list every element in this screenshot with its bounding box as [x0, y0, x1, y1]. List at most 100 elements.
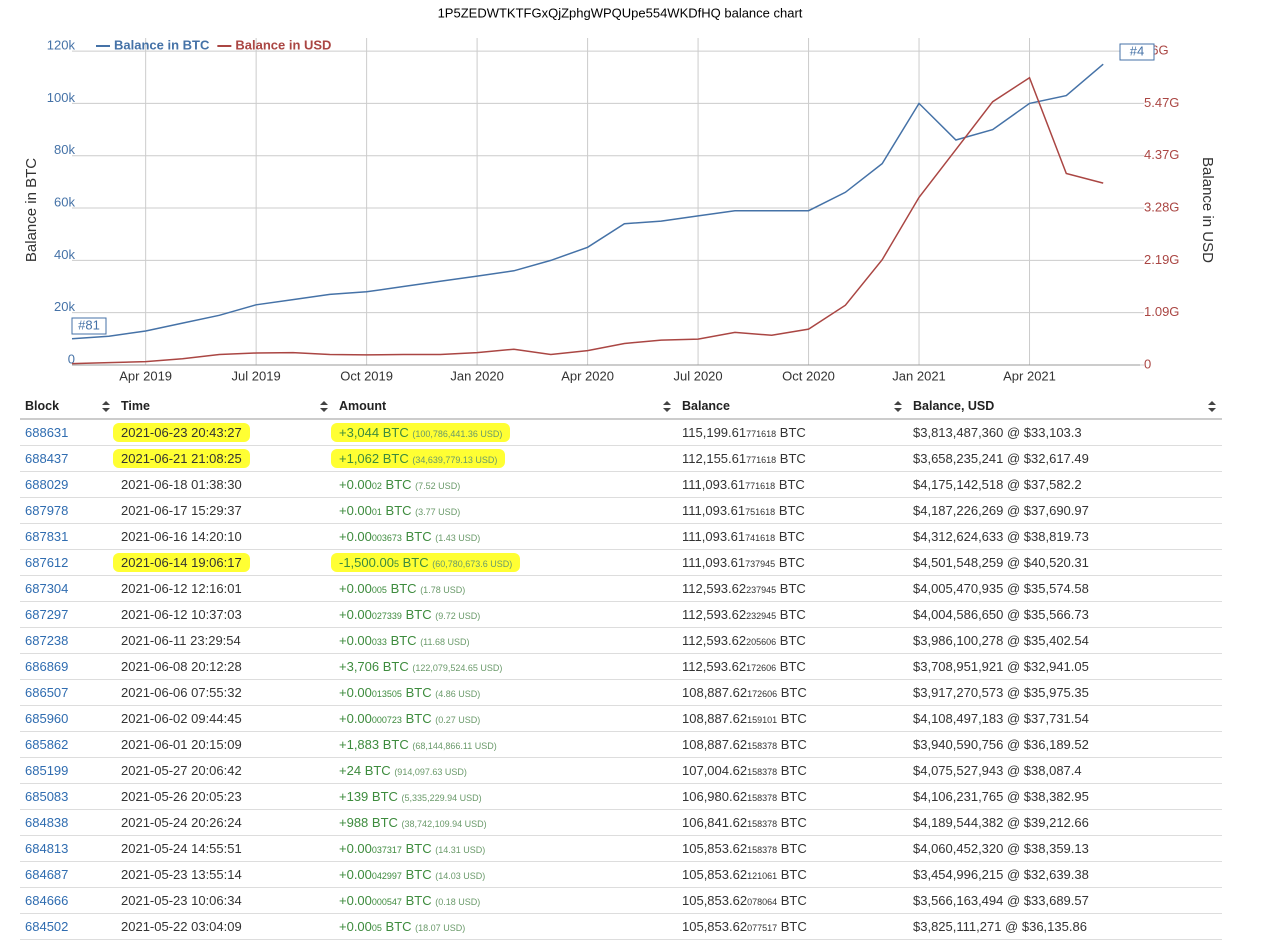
block-link[interactable]: 684838: [25, 815, 69, 830]
block-link[interactable]: 684687: [25, 867, 69, 882]
block-cell: 684813: [20, 835, 116, 862]
y2-tick-label: 3.28G: [1144, 199, 1179, 214]
block-link[interactable]: 688631: [25, 425, 69, 440]
balance-value: 111,093.61: [682, 503, 746, 518]
x-tick-label: Jul 2019: [232, 368, 281, 383]
block-link[interactable]: 687831: [25, 529, 69, 544]
block-link[interactable]: 684502: [25, 919, 69, 934]
amount-usd: (4.86 USD): [435, 689, 481, 699]
block-link[interactable]: 685960: [25, 711, 69, 726]
sort-icon[interactable]: [894, 401, 902, 412]
balance-digits: 771618: [745, 481, 776, 491]
sort-icon[interactable]: [102, 401, 110, 412]
column-header[interactable]: Balance, USD: [908, 394, 1222, 420]
balance-value: 106,841.62: [682, 815, 748, 830]
block-cell: 687831: [20, 523, 116, 550]
balance-cell: 105,853.62078064 BTC: [677, 887, 908, 914]
amount-usd: (7.52 USD): [415, 481, 461, 491]
time-cell: 2021-06-18 01:38:30: [116, 471, 334, 498]
time: 2021-05-24 14:55:51: [121, 841, 242, 856]
balance-value: 108,887.62: [682, 685, 748, 700]
balance-usd-cell: $3,940,590,756 @ $36,189.52: [908, 731, 1222, 758]
column-header[interactable]: Balance: [677, 394, 908, 420]
balance-usd-cell: $4,175,142,518 @ $37,582.2: [908, 471, 1222, 498]
block-link[interactable]: 685862: [25, 737, 69, 752]
amount-unit: BTC: [405, 607, 432, 622]
column-header[interactable]: Block: [20, 394, 116, 420]
amount-value: +24: [339, 763, 362, 778]
amount-value: +0.00: [339, 503, 372, 518]
amount-usd: (9.72 USD): [435, 611, 481, 621]
amount-value: +0.00: [339, 581, 372, 596]
balance-usd-cell: $3,454,996,215 @ $32,639.38: [908, 861, 1222, 888]
amount-cell: +0.00027339 BTC (9.72 USD): [334, 601, 677, 628]
amount-value: +3,706: [339, 659, 380, 674]
balance-digits: 205606: [746, 637, 777, 647]
balance-unit: BTC: [779, 451, 806, 466]
time-cell: 2021-05-27 20:06:42: [116, 757, 334, 784]
header-label: Amount: [339, 399, 387, 413]
block-cell: 686869: [20, 653, 116, 680]
amount-unit: BTC: [405, 841, 432, 856]
amount-value: +0.00: [339, 919, 372, 934]
block-link[interactable]: 685199: [25, 763, 69, 778]
y-tick-label: 100k: [47, 90, 76, 105]
block-link[interactable]: 687238: [25, 633, 69, 648]
balance-cell: 112,593.62172606 BTC: [677, 653, 908, 680]
block-link[interactable]: 688029: [25, 477, 69, 492]
table-row: 687612 2021-06-14 19:06:17 -1,500.005 BTC …: [20, 549, 1222, 576]
block-link[interactable]: 685083: [25, 789, 69, 804]
amount-cell: +24 BTC (914,097.63 USD): [334, 757, 677, 784]
amount-value: +0.00: [339, 841, 372, 856]
amount-value: +0.00: [339, 477, 372, 492]
table-row: 685960 2021-06-02 09:44:45 +0.00000723 BTC…: [20, 705, 1222, 732]
block-link[interactable]: 687297: [25, 607, 69, 622]
amount-usd: (0.27 USD): [435, 715, 481, 725]
amount-cell: +1,062 BTC (34,639,779.13 USD): [331, 445, 677, 472]
time-cell: 2021-06-23 20:43:27: [113, 419, 334, 446]
balance-unit: BTC: [780, 867, 807, 882]
time-cell: 2021-06-06 07:55:32: [116, 679, 334, 706]
amount-unit: BTC: [405, 711, 432, 726]
amount-usd: (1.78 USD): [420, 585, 466, 595]
block-link[interactable]: 688437: [25, 451, 69, 466]
sort-icon[interactable]: [1208, 401, 1216, 412]
amount-digits: 000723: [371, 715, 402, 725]
block-cell: 686507: [20, 679, 116, 706]
sort-icon[interactable]: [320, 401, 328, 412]
y2-axis-title: Balance in USD: [1199, 157, 1216, 263]
balance-cell: 107,004.62158378 BTC: [677, 757, 908, 784]
column-header[interactable]: Amount: [334, 394, 677, 420]
balance-cell: 108,887.62159101 BTC: [677, 705, 908, 732]
balance-usd-cell: $3,917,270,573 @ $35,975.35: [908, 679, 1222, 706]
amount-value: +139: [339, 789, 369, 804]
block-link[interactable]: 684813: [25, 841, 69, 856]
balance-usd: $4,005,470,935 @ $35,574.58: [913, 581, 1089, 596]
time-cell: 2021-06-11 23:29:54: [116, 627, 334, 654]
block-link[interactable]: 687304: [25, 581, 69, 596]
balance-value: 105,853.62: [682, 841, 748, 856]
header-label: Balance, USD: [913, 399, 995, 413]
block-link[interactable]: 687978: [25, 503, 69, 518]
amount: +0.00005 BTC (1.78 USD): [339, 581, 465, 596]
balance-unit: BTC: [780, 763, 807, 778]
amount-usd: (18.07 USD): [415, 923, 466, 933]
x-tick-label: Oct 2019: [340, 368, 393, 383]
time-cell: 2021-05-23 13:55:14: [116, 861, 334, 888]
header-label: Time: [121, 399, 150, 413]
x-tick-label: Oct 2020: [782, 368, 835, 383]
block-link[interactable]: 687612: [25, 555, 69, 570]
block-link[interactable]: 686869: [25, 659, 69, 674]
block-link[interactable]: 686507: [25, 685, 69, 700]
y2-tick-label: 1.09G: [1144, 304, 1179, 319]
amount-digits: 005: [371, 585, 387, 595]
amount-cell: +1,883 BTC (68,144,866.11 USD): [334, 731, 677, 758]
balance-usd-cell: $4,312,624,633 @ $38,819.73: [908, 523, 1222, 550]
y2-tick-label: 0: [1144, 356, 1151, 371]
block-cell: 688631: [20, 419, 116, 446]
block-link[interactable]: 684666: [25, 893, 69, 908]
amount-unit: BTC: [405, 529, 432, 544]
sort-icon[interactable]: [663, 401, 671, 412]
column-header[interactable]: Time: [116, 394, 334, 420]
